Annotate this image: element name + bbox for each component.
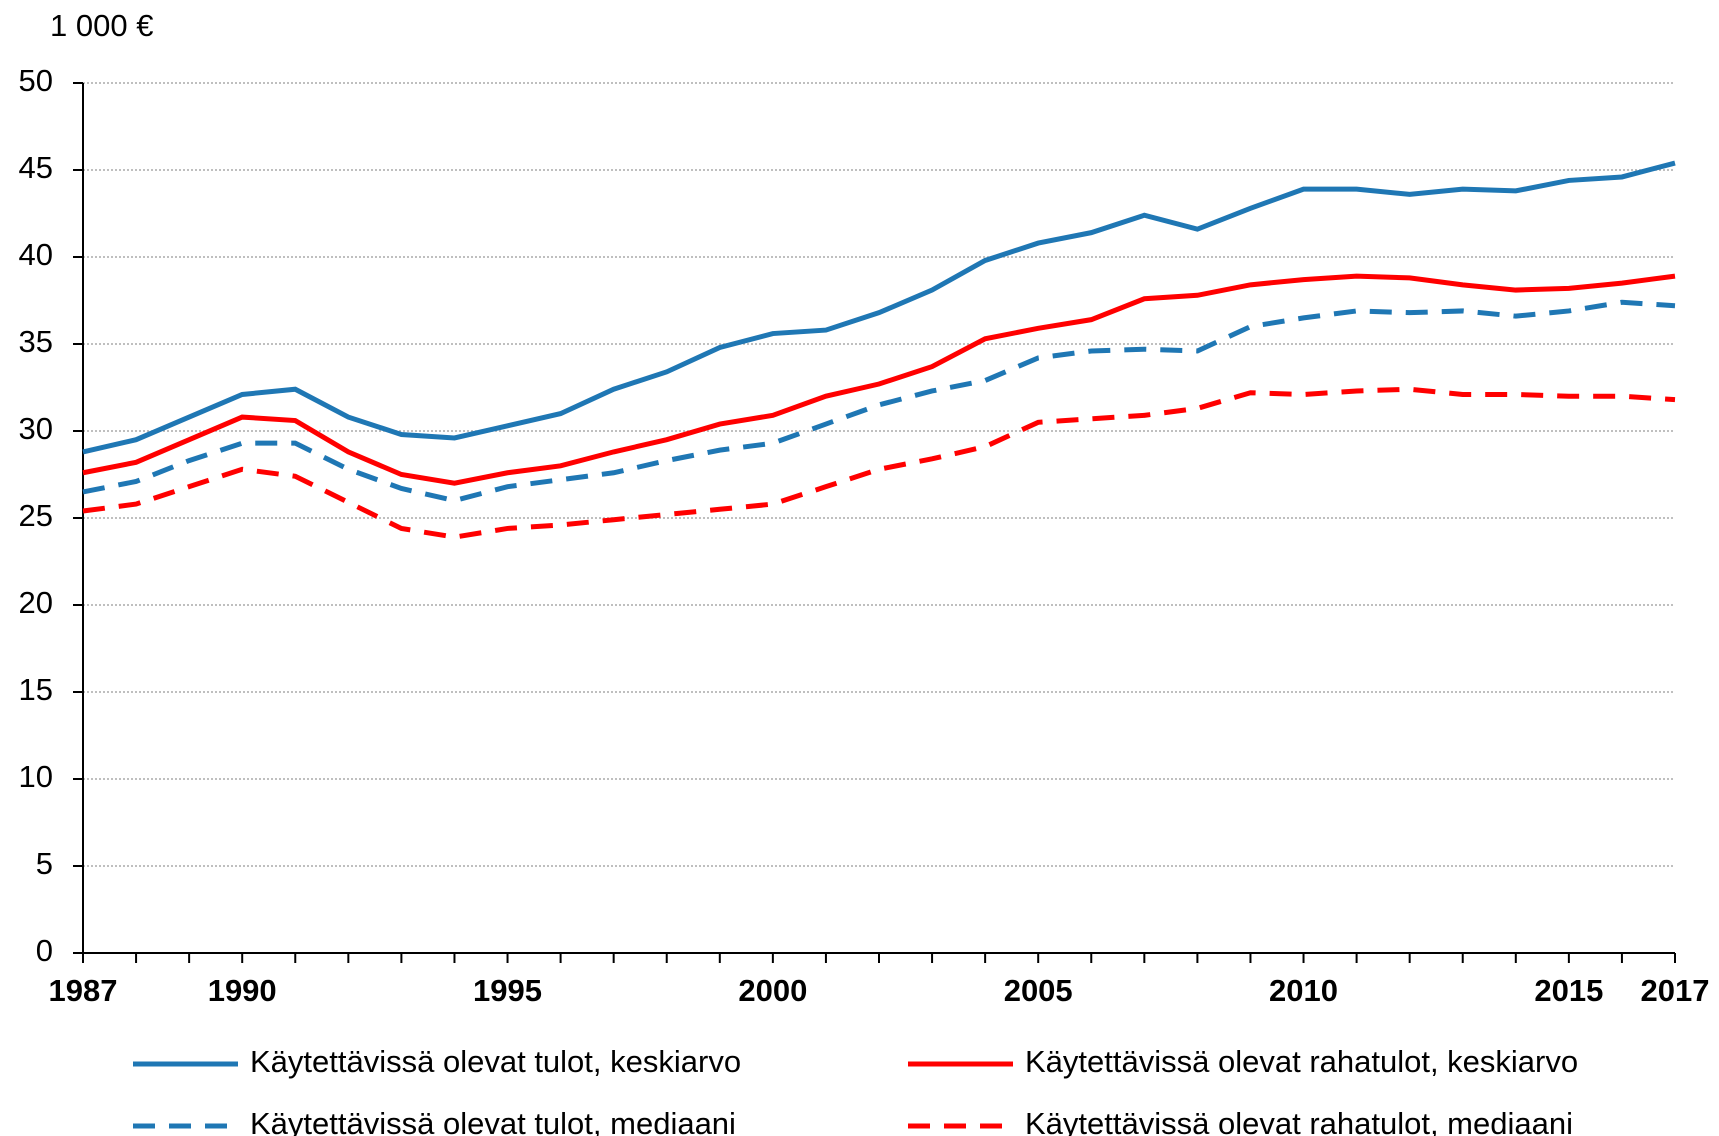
y-tick-label: 25	[19, 498, 53, 533]
x-tick-label: 1987	[49, 973, 118, 1008]
legend-label: Käytettävissä olevat rahatulot, mediaani	[1025, 1106, 1573, 1136]
x-tick-label: 2017	[1641, 973, 1710, 1008]
y-tick-label: 0	[36, 933, 53, 968]
series-line	[82, 160, 1676, 455]
y-tick-label: 15	[19, 672, 53, 707]
y-axis-unit: 1 000 €	[50, 8, 153, 43]
x-tick-label: 2010	[1269, 973, 1338, 1008]
y-tick-label: 20	[19, 585, 53, 620]
legend-label: Käytettävissä olevat tulot, mediaani	[250, 1106, 736, 1136]
y-tick-label: 35	[19, 324, 53, 359]
y-tick-label: 10	[19, 759, 53, 794]
x-tick-label: 1990	[208, 973, 277, 1008]
y-tick-label: 45	[19, 150, 53, 185]
y-tick-label: 5	[36, 846, 53, 881]
x-tick-label: 2015	[1534, 973, 1603, 1008]
series-line	[82, 299, 1676, 504]
y-tick-label: 30	[19, 411, 53, 446]
legend-label: Käytettävissä olevat rahatulot, keskiarv…	[1025, 1044, 1578, 1079]
x-tick-label: 1995	[473, 973, 542, 1008]
series-line	[82, 386, 1676, 540]
legend-label: Käytettävissä olevat tulot, keskiarvo	[250, 1044, 741, 1079]
y-tick-label: 50	[19, 63, 53, 98]
series-line	[82, 273, 1676, 486]
x-tick-label: 2005	[1004, 973, 1073, 1008]
x-tick-label: 2000	[738, 973, 807, 1008]
y-tick-label: 40	[19, 237, 53, 272]
